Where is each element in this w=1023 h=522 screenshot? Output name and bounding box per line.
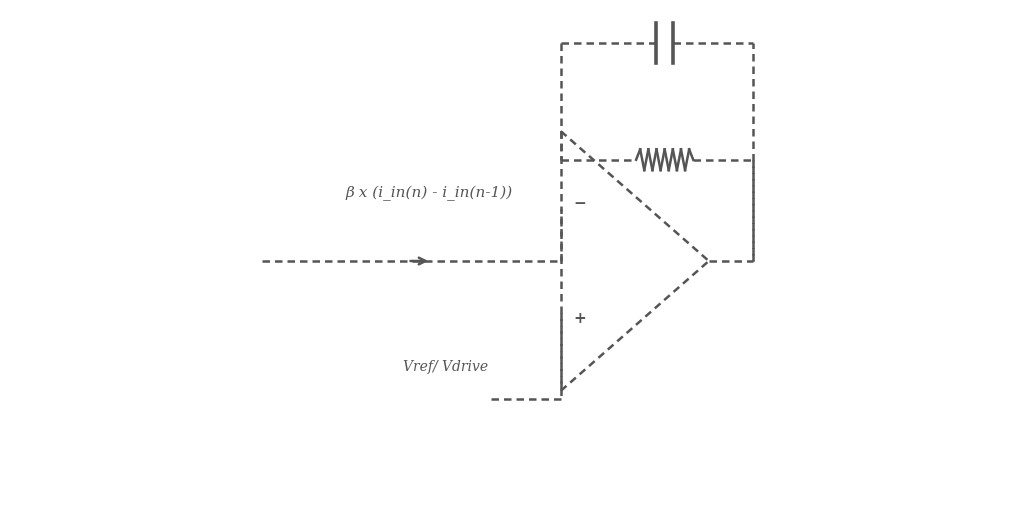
Text: Vref/ Vdrive: Vref/ Vdrive — [403, 360, 488, 374]
Text: −: − — [574, 196, 586, 211]
Text: +: + — [574, 311, 586, 326]
Text: β x (i_in(n) - i_in(n-1)): β x (i_in(n) - i_in(n-1)) — [346, 186, 513, 201]
